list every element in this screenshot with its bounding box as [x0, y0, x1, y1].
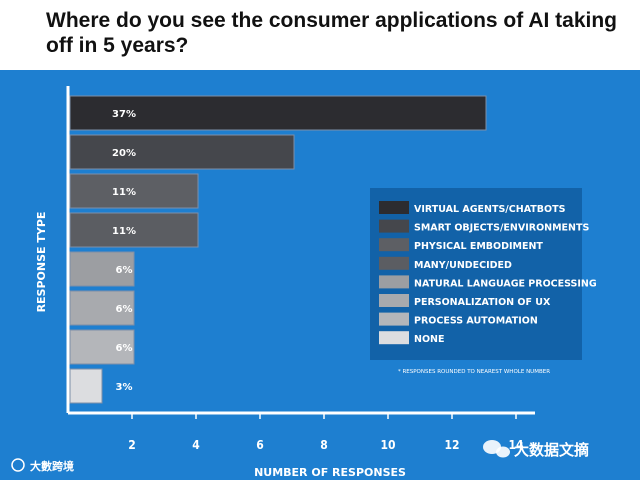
legend-label-4: MANY/UNDECIDED	[414, 260, 512, 271]
legend-label-7: PROCESS AUTOMATION	[414, 316, 538, 327]
legend-swatch-3	[379, 238, 409, 252]
x-tick-label-6: 6	[256, 438, 264, 452]
bar-7	[69, 329, 135, 365]
x-tick-label-14: 14	[508, 438, 524, 452]
legend-swatch-5	[379, 275, 409, 289]
legend-label-1: VIRTUAL AGENTS/CHATBOTS	[414, 204, 566, 215]
watermark-left-logo-icon	[11, 458, 25, 472]
legend-label-2: SMART OBJECTS/ENVIRONMENTS	[414, 223, 589, 234]
x-tick-label-10: 10	[380, 438, 395, 452]
bar-value-label-5: 6%	[116, 265, 133, 276]
bar-value-label-3: 11%	[112, 187, 136, 198]
y-axis-title: RESPONSE TYPE	[35, 212, 48, 313]
x-tick-label-8: 8	[320, 438, 328, 452]
x-axis-title: NUMBER OF RESPONSES	[254, 466, 406, 479]
bar-value-label-2: 20%	[112, 148, 136, 159]
bar-8	[69, 368, 103, 404]
legend-swatch-8	[379, 331, 409, 345]
chart-title: Where do you see the consumer applicatio…	[46, 9, 617, 57]
legend-label-8: NONE	[414, 334, 444, 345]
bar-3	[69, 173, 199, 209]
legend-swatch-6	[379, 294, 409, 307]
wechat-icon-bubble	[496, 446, 510, 458]
legend-swatch-1	[379, 201, 409, 214]
legend-label-6: PERSONALIZATION OF UX	[414, 297, 551, 308]
watermark-right: 大数据文摘	[483, 440, 589, 459]
x-tick-label-12: 12	[444, 438, 459, 452]
x-tick-label-4: 4	[192, 438, 200, 452]
watermark-right-text: 大数据文摘	[514, 441, 589, 459]
bar-1	[69, 95, 487, 131]
legend-swatch-7	[379, 312, 409, 326]
x-tick-label-2: 2	[128, 438, 136, 452]
bar-value-label-8: 3%	[116, 382, 133, 393]
legend-label-5: NATURAL LANGUAGE PROCESSING	[414, 278, 597, 289]
bar-value-label-1: 37%	[112, 109, 136, 120]
bar-value-label-4: 11%	[112, 226, 136, 237]
bar-4	[69, 212, 199, 248]
legend-label-3: PHYSICAL EMBODIMENT	[414, 241, 543, 252]
bar-value-label-7: 6%	[116, 343, 133, 354]
bar-5	[69, 251, 135, 287]
watermark-left-text: 大數跨境	[30, 459, 74, 473]
footnote: * RESPONSES ROUNDED TO NEAREST WHOLE NUM…	[398, 369, 550, 375]
watermark-left: 大數跨境	[11, 458, 74, 473]
bar-6	[69, 290, 135, 326]
bar-value-label-6: 6%	[116, 304, 133, 315]
legend-swatch-2	[379, 219, 409, 233]
legend-swatch-4	[379, 256, 409, 270]
bar-2	[69, 134, 295, 170]
